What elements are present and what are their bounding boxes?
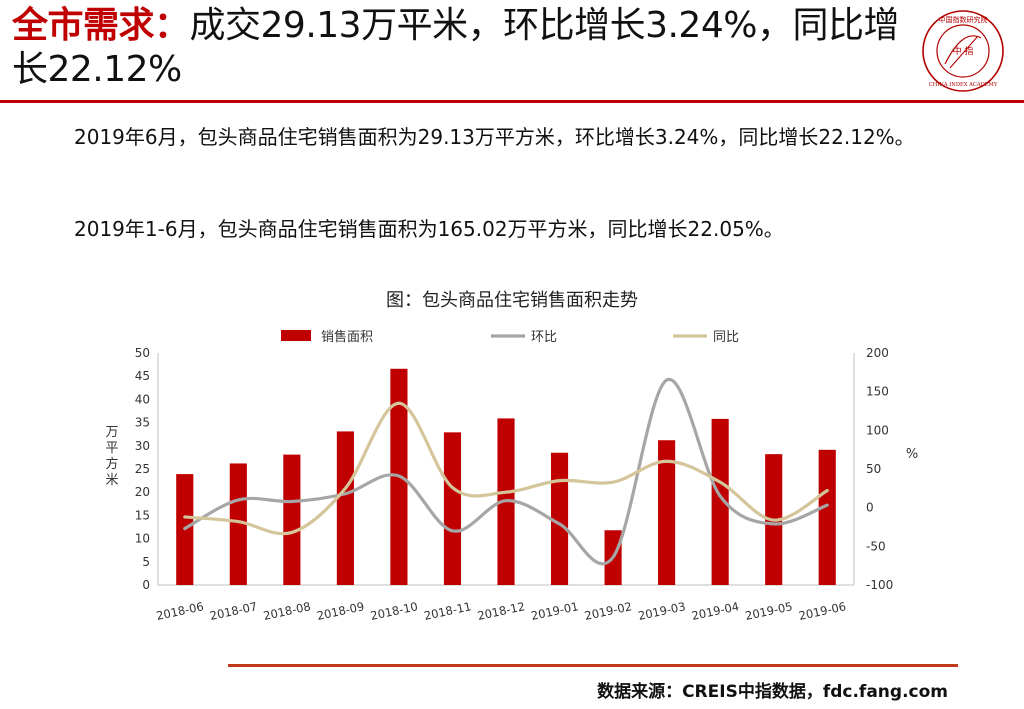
logo-top-text: 中国指数研究院: [939, 15, 988, 24]
y-right-axis-title: %: [906, 447, 918, 462]
x-tick-label: 2018-08: [262, 599, 312, 623]
paragraph-june-sales: 2019年6月，包头商品住宅销售面积为29.13万平方米，环比增长3.24%，同…: [36, 118, 1006, 156]
y-left-tick-label: 40: [135, 392, 150, 406]
y-left-tick-label: 35: [135, 416, 150, 430]
paragraph-ytd-sales-text: 2019年1-6月，包头商品住宅销售面积为165.02万平方米，同比增长22.0…: [74, 217, 784, 241]
legend-label: 销售面积: [321, 329, 373, 345]
y-left-tick-label: 20: [135, 485, 150, 499]
paragraph-ytd-sales: 2019年1-6月，包头商品住宅销售面积为165.02万平方米，同比增长22.0…: [36, 210, 1006, 248]
line-yoy-series: [183, 401, 829, 536]
bar-sales-area: [229, 463, 247, 585]
y-left-axis-title-char: 方: [105, 456, 118, 472]
y-left-tick-label: 0: [142, 578, 150, 592]
bar-sales-area: [818, 449, 836, 585]
x-tick-label: 2019-04: [690, 599, 740, 623]
x-tick-label: 2019-06: [797, 599, 847, 623]
sales-area-chart: 0 5 10 15 20 25 30 35 40 45 50 -100 -50 0 50 100 150 200 万…: [105, 329, 918, 623]
page-title: 全市需求：成交29.13万平米，环比增长3.24%，同比增长22.12%: [12, 4, 912, 92]
y-right-tick-label: 0: [866, 501, 874, 515]
y-right-tick-label: 50: [866, 462, 881, 476]
legend-label: 环比: [531, 330, 557, 345]
page-title-key: 全市需求：: [12, 5, 190, 46]
x-tick-label: 2018-07: [209, 599, 259, 623]
y-left-tick-label: 45: [135, 369, 150, 383]
x-tick-label: 2018-10: [369, 599, 419, 623]
x-tick-label: 2018-06: [155, 599, 205, 623]
y-right-tick-label: -50: [866, 539, 886, 553]
bar-sales-area: [336, 431, 354, 585]
y-left-tick-label: 5: [142, 555, 150, 569]
legend-label: 同比: [713, 330, 739, 345]
logo-center-text: 中 指: [953, 45, 974, 57]
bar-sales-area: [550, 452, 569, 585]
y-right-tick-label: -100: [866, 578, 893, 592]
y-left-tick-label: 30: [135, 439, 150, 453]
footer-divider: [228, 664, 958, 667]
x-tick-label: 2019-03: [637, 599, 687, 623]
legend-swatch-bar: [281, 330, 311, 341]
logo-bottom-text: CHINA INDEX ACADEMY: [929, 82, 998, 88]
x-tick-label: 2019-01: [530, 599, 580, 623]
data-source: 数据来源：CREIS中指数据，fdc.fang.com: [597, 682, 948, 702]
y-right-tick-label: 100: [866, 423, 889, 437]
x-tick-label: 2019-05: [744, 599, 794, 623]
bar-sales-area: [443, 432, 462, 585]
page-title-rest: 成交29.13万平米，环比增长3.24%，同比增长22.12%: [12, 5, 899, 90]
x-tick-label: 2019-02: [583, 599, 633, 623]
paragraph-june-sales-text: 2019年6月，包头商品住宅销售面积为29.13万平方米，环比增长3.24%，同…: [74, 125, 915, 149]
x-tick-label: 2018-09: [316, 599, 366, 623]
y-left-tick-label: 25: [135, 462, 150, 476]
bar-sales-area: [711, 418, 729, 585]
y-right-tick-label: 150: [866, 385, 889, 399]
y-left-tick-label: 50: [135, 346, 150, 360]
y-left-tick-label: 10: [135, 532, 150, 546]
y-left-tick-label: 15: [135, 508, 150, 522]
bar-sales-area: [658, 440, 676, 585]
y-left-axis-title-char: 米: [105, 473, 118, 488]
y-left-axis-title-char: 平: [105, 441, 118, 456]
y-left-axis-title-char: 万: [105, 425, 118, 440]
bar-sales-area: [283, 454, 301, 585]
title-divider: [0, 100, 1024, 103]
chart-caption: 图：包头商品住宅销售面积走势: [386, 290, 638, 311]
y-right-tick-label: 200: [866, 346, 889, 360]
x-tick-label: 2018-12: [476, 599, 526, 623]
x-tick-label: 2018-11: [423, 599, 473, 623]
line-mom-series: [183, 378, 829, 566]
